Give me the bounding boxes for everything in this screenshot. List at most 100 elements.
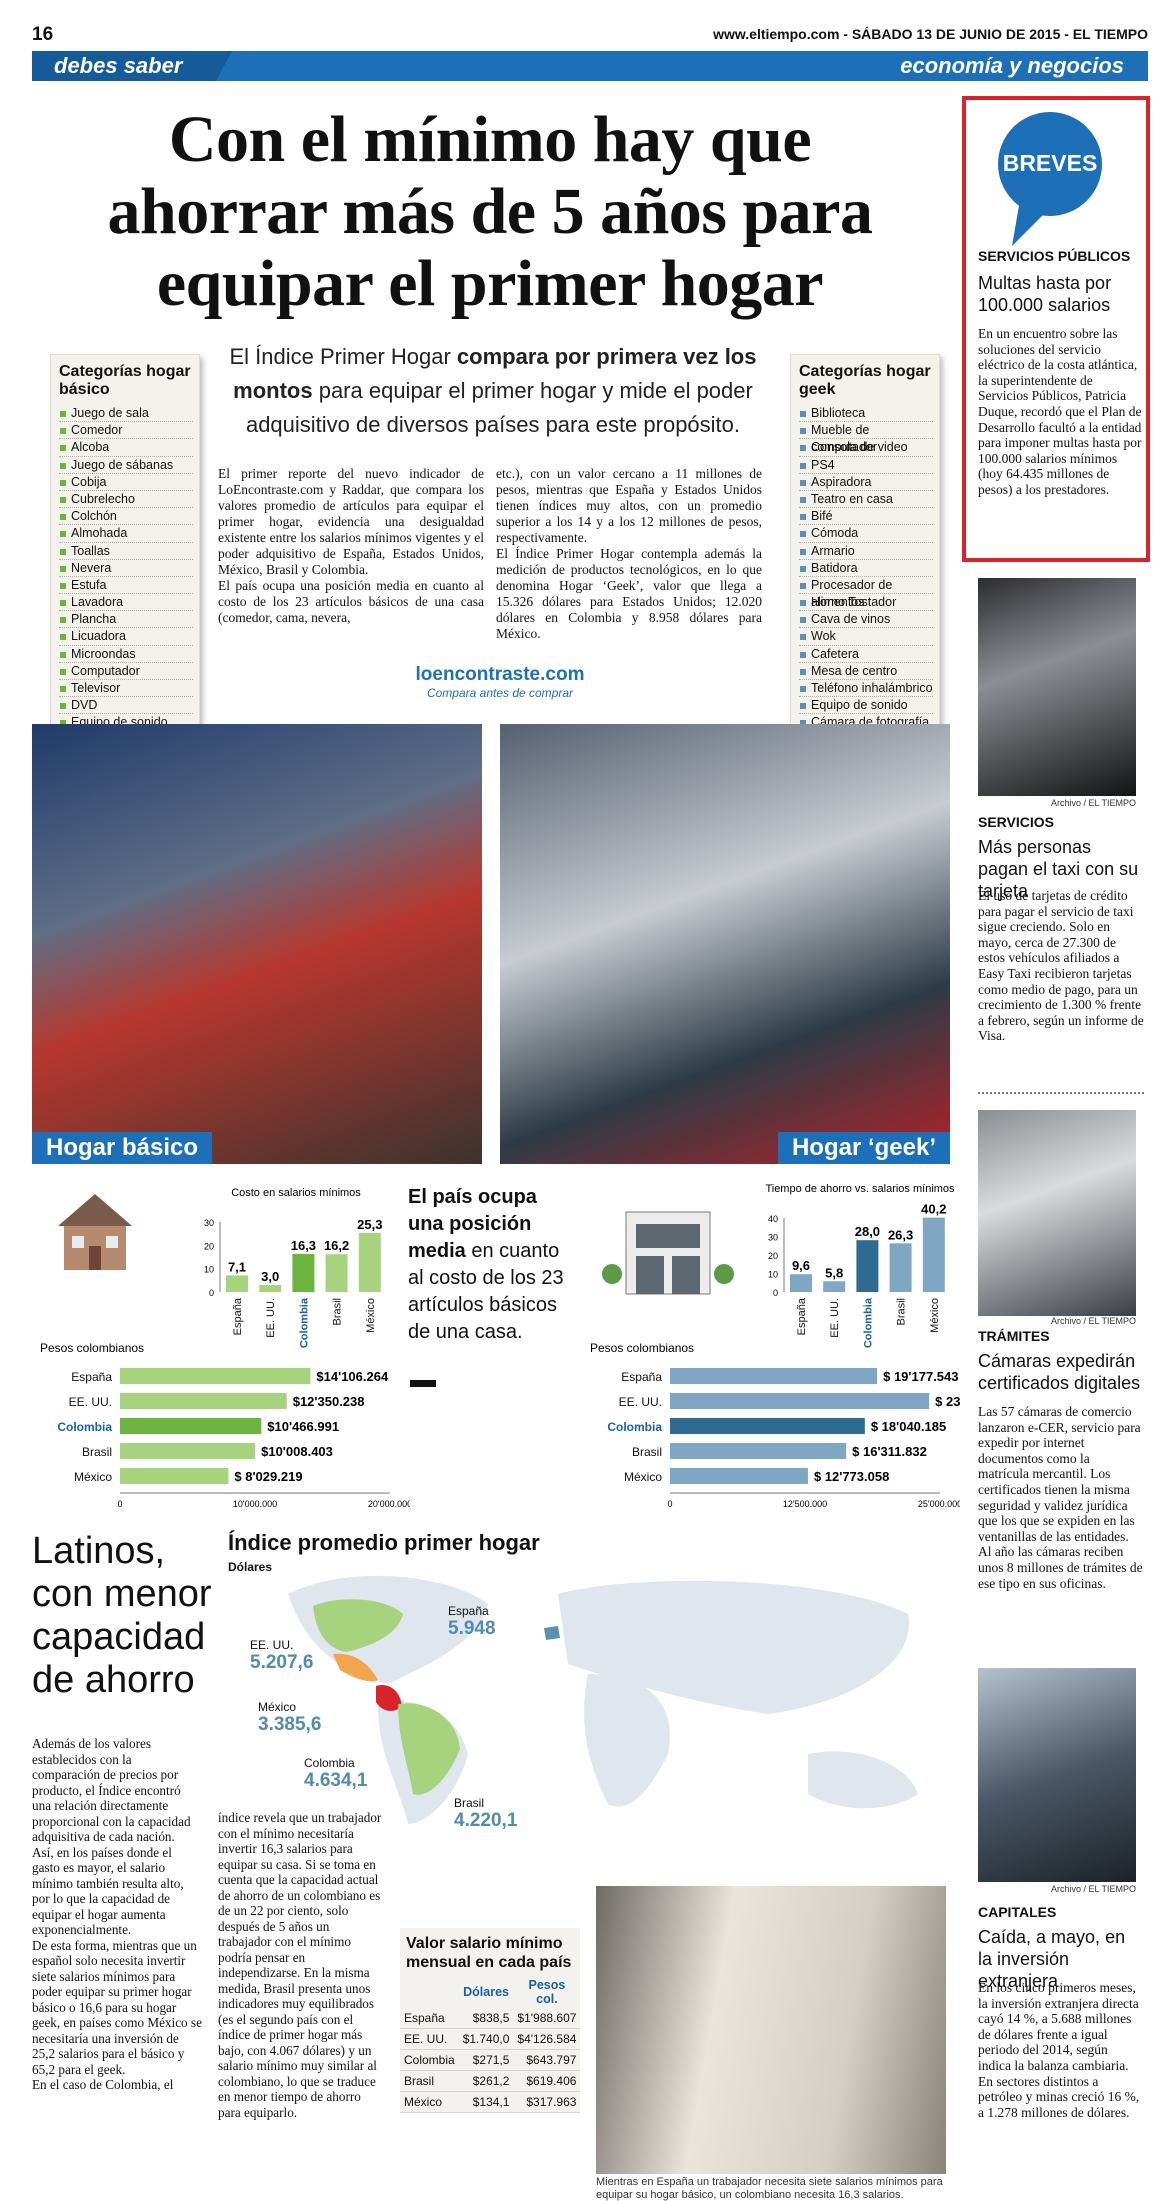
sidebar-item-2-body: El uso de tarjetas de crédito para pagar…	[978, 888, 1144, 1044]
world-map	[288, 1575, 918, 1824]
category-label: Brasil	[332, 1298, 344, 1326]
subhead-bold: compara por primera vez los montos	[233, 344, 757, 403]
section-bar: debes saber economía y negocios	[32, 51, 1148, 81]
category-basic-item: Cobija	[59, 474, 193, 491]
bar-value-label: $ 18'040.185	[871, 1419, 946, 1434]
bar-value-label: $14'106.264	[316, 1369, 389, 1384]
map-label-usa: EE. UU. 5.207,6	[250, 1638, 314, 1673]
bar	[325, 1254, 348, 1292]
bar	[790, 1274, 812, 1292]
chart-geek-salaries: Tiempo de ahorro vs. salarios mínimos 0 10…	[765, 1183, 955, 1348]
category-label: México	[929, 1298, 941, 1333]
house-geek-icon	[602, 1211, 734, 1295]
y-tick-label: 0	[209, 1288, 214, 1298]
bar	[358, 1232, 381, 1292]
breves-label: BREVES	[1002, 150, 1098, 176]
bar	[670, 1368, 878, 1384]
category-basic-item: Toallas	[59, 543, 193, 560]
map-label-mexico: México 3.385,6	[258, 1700, 322, 1735]
category-basic-item: Microondas	[59, 646, 193, 663]
category-label: México	[624, 1470, 662, 1484]
category-basic-item: Nevera	[59, 560, 193, 577]
salary-table-cell: $838,5	[458, 2008, 514, 2029]
y-tick-label: 20	[204, 1241, 214, 1251]
bar-value-label: $ 19'177.543	[883, 1369, 958, 1384]
sidebar-item-3-section: TRÁMITES	[978, 1328, 1050, 1344]
salary-table-cell: España	[400, 2008, 459, 2029]
salary-table-cell: Colombia	[400, 2049, 459, 2071]
breves-item-1-body: En un encuentro sobre las soluciones del…	[978, 326, 1142, 497]
categories-basic-title: Categorías hogar básico	[59, 363, 191, 398]
y-tick-label: 30	[204, 1218, 214, 1228]
photo-appliances	[596, 1886, 946, 2174]
x-tick-label: 10'000.000	[233, 1499, 277, 1509]
salary-table-cell: $271,5	[458, 2049, 514, 2071]
category-label: EE. UU.	[265, 1298, 277, 1338]
map-brazil-shape	[398, 1703, 460, 1795]
sidebar-item-2-section: SERVICIOS	[978, 814, 1054, 830]
category-basic-item: Licuadora	[59, 628, 193, 646]
salary-table-cell: $619.406	[513, 2070, 581, 2092]
category-label: Colombia	[57, 1420, 112, 1434]
category-label: España	[796, 1297, 808, 1335]
category-geek-item: Teléfono inhalámbrico	[799, 680, 933, 698]
category-basic-item: Televisor	[59, 680, 193, 698]
bar	[226, 1275, 248, 1292]
category-basic-item: Plancha	[59, 611, 193, 629]
house-basic-icon	[58, 1194, 132, 1270]
category-label: Brasil	[896, 1298, 908, 1326]
map-colombia-shape	[376, 1684, 402, 1711]
photo-tramites-credit: Archivo / EL TIEMPO	[1050, 1316, 1136, 1326]
breves-bubble-icon	[998, 112, 1102, 246]
salary-table-box: Valor salario mínimo mensual en cada paí…	[400, 1928, 581, 2113]
category-basic-item: Estufa	[59, 577, 193, 595]
bar-value-label: 16,2	[324, 1238, 349, 1253]
bar	[120, 1443, 256, 1459]
page-number: 16	[32, 24, 54, 45]
salary-table-cell: $1.740,0	[458, 2028, 514, 2050]
category-geek-item: Cómoda	[799, 525, 933, 543]
pullquote-dash	[410, 1380, 436, 1387]
map-unit: Dólares	[228, 1560, 273, 1574]
bar	[670, 1418, 865, 1434]
salary-table-cell: $134,1	[458, 2091, 514, 2113]
bar-value-label: $ 23'995.648	[935, 1394, 960, 1409]
map-label-spain: España 5.948	[448, 1604, 496, 1639]
category-label: España	[621, 1370, 662, 1384]
category-geek-item: Cava de vinos	[799, 611, 933, 629]
bar-value-label: 16,3	[291, 1238, 316, 1253]
loencontraste-logo: loencontraste.com Compara antes de compr…	[410, 664, 590, 700]
map-label-colombia: Colombia 4.634,1	[304, 1756, 368, 1791]
category-geek-item: Biblioteca	[799, 405, 933, 423]
subhead: El Índice Primer Hogar compara por prime…	[228, 340, 758, 442]
bottom-photo-caption: Mientras en España un trabajador necesit…	[596, 2176, 943, 2201]
bar	[120, 1393, 287, 1409]
y-tick-label: 0	[773, 1288, 778, 1298]
salary-table-row: México $134,1 $317.963	[400, 2091, 581, 2113]
sidebar-item-4-title: Caída, a mayo, en la inversión extranjer…	[978, 1927, 1126, 1991]
chart-basic-salaries: Costo en salarios mínimos 0 10 20 30 7,1 Españ…	[204, 1187, 382, 1348]
top-line: 16 www.eltiempo.com - SÁBADO 13 DE JUNIO…	[32, 24, 1160, 50]
map-mexico-shape	[333, 1653, 378, 1682]
x-tick-label: 25'000.000	[918, 1499, 960, 1509]
category-basic-item: Cubrelecho	[59, 491, 193, 509]
section-tab-bg	[32, 51, 232, 81]
subhead-suffix: para equipar el primer hogar y mide el p…	[245, 378, 753, 437]
salary-table-header-cell: Dólares	[463, 1985, 509, 1999]
category-geek-item: Aspiradora	[799, 474, 933, 491]
bar-value-label: $ 16'311.832	[852, 1444, 927, 1459]
chart-basic-pesos: Pesos colombianos España $14'106.264 EE. UU…	[40, 1341, 410, 1509]
salary-table-row: EE. UU. $1.740,0 $4'126.584	[400, 2028, 581, 2050]
photo-tramites	[978, 1110, 1136, 1316]
salary-table-cell: $643.797	[513, 2049, 581, 2071]
photo-label-basico: Hogar básico	[32, 1132, 213, 1164]
bar-value-label: $ 8'029.219	[234, 1469, 302, 1484]
category-basic-item: Comedor	[59, 422, 193, 440]
category-label: Brasil	[632, 1445, 662, 1459]
category-label: EE. UU.	[829, 1298, 841, 1338]
sidebar-separator	[978, 1092, 1144, 1094]
bar-value-label: 26,3	[888, 1227, 913, 1242]
bar	[922, 1217, 945, 1292]
section-left-label: debes saber	[54, 53, 183, 78]
salary-table-cell: Brasil	[400, 2070, 459, 2092]
